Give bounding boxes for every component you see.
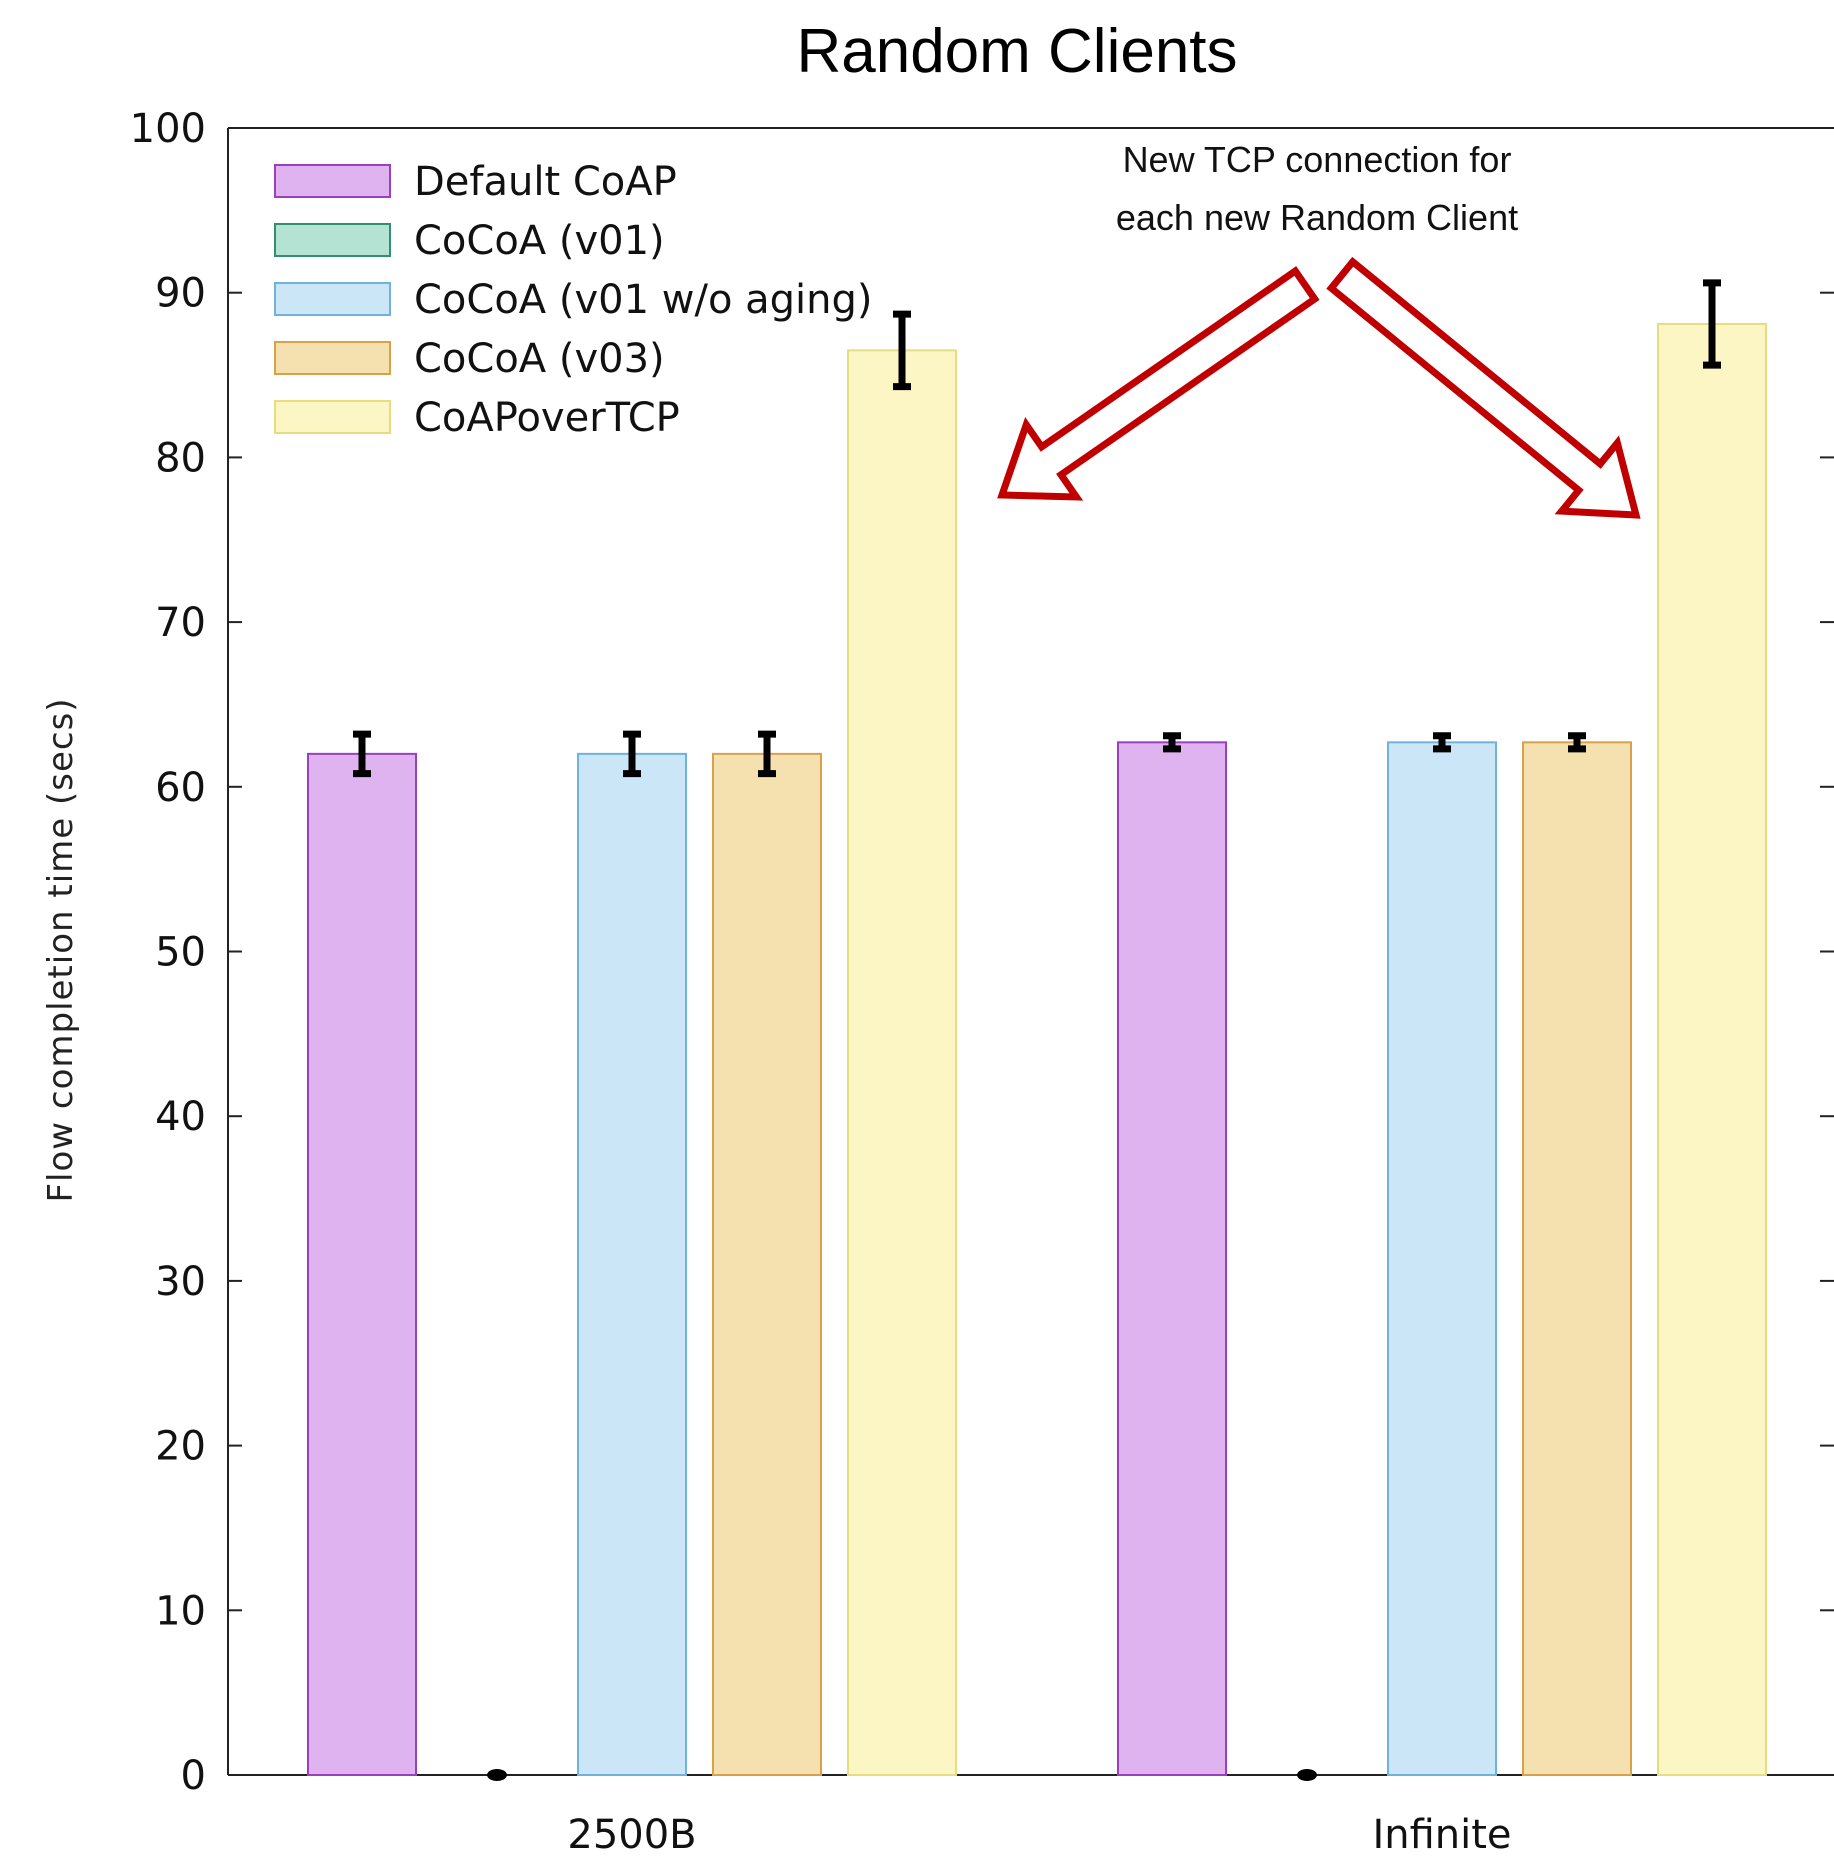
legend-label: Default CoAP <box>414 159 677 205</box>
legend-label: CoCoA (v03) <box>414 336 665 382</box>
bar-zero-marker <box>487 1769 507 1781</box>
y-tick-label: 40 <box>155 1094 206 1140</box>
legend-swatch <box>274 341 391 375</box>
legend: Default CoAP CoCoA (v01) CoCoA (v01 w/o ag… <box>274 159 873 441</box>
y-tick-label: 10 <box>155 1588 206 1634</box>
bar <box>712 752 822 1776</box>
y-tick-label: 30 <box>155 1259 206 1305</box>
chart-title: Random Clients <box>796 17 1237 86</box>
annotation-line-2: each new Random Client <box>1116 197 1518 238</box>
legend-swatch <box>274 282 391 316</box>
bar <box>847 349 957 1777</box>
bar <box>1387 741 1497 1776</box>
y-tick-label: 100 <box>130 106 206 152</box>
bars-group <box>307 279 1767 1781</box>
y-tick-label: 0 <box>181 1753 206 1799</box>
x-tick-label: 2500B <box>567 1812 696 1858</box>
y-axis-label: Flow completion time (secs) <box>41 697 81 1202</box>
y-tick-label: 20 <box>155 1424 206 1470</box>
y-tick-label: 50 <box>155 930 206 976</box>
x-tick-label: Infinite <box>1372 1812 1511 1858</box>
bar-zero-marker <box>1297 1769 1317 1781</box>
legend-swatch <box>274 223 391 257</box>
legend-swatch <box>274 400 391 434</box>
bar <box>1117 741 1227 1776</box>
y-tick-label: 90 <box>155 271 206 317</box>
bar <box>577 752 687 1776</box>
legend-label: CoCoA (v01 w/o aging) <box>414 277 873 323</box>
y-tick-label: 60 <box>155 765 206 811</box>
legend-label: CoAPoverTCP <box>414 395 680 441</box>
legend-swatch <box>274 164 391 198</box>
annotation-arrow <box>1326 256 1641 519</box>
bar <box>1657 322 1767 1776</box>
y-tick-label: 80 <box>155 435 206 481</box>
y-tick-label: 70 <box>155 600 206 646</box>
bar <box>1522 741 1632 1776</box>
y-axis: 0 10 20 30 40 50 60 70 80 90 100 <box>130 106 1834 1799</box>
annotation-line-1: New TCP connection for <box>1123 139 1512 180</box>
x-axis: 2500B Infinite <box>567 1812 1511 1858</box>
bar <box>307 752 417 1776</box>
legend-label: CoCoA (v01) <box>414 218 665 264</box>
annotation: New TCP connection for each new Random C… <box>997 139 1641 519</box>
annotation-arrow <box>997 266 1320 501</box>
